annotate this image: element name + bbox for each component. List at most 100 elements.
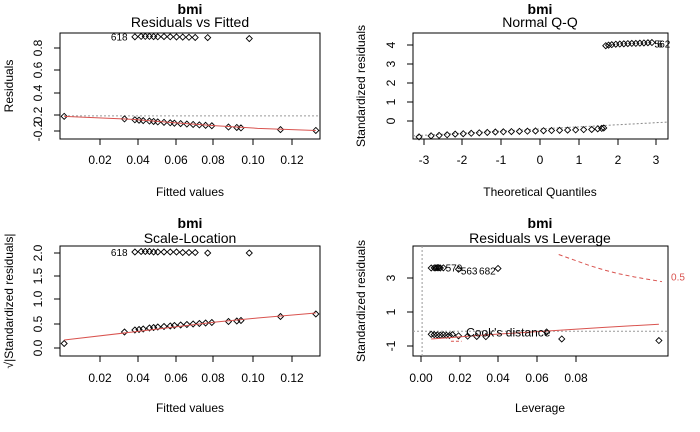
data-point [427, 132, 435, 140]
y-tick-label: 3 [384, 274, 398, 281]
data-point [636, 39, 644, 47]
data-point [620, 40, 628, 48]
qq-reference-line [412, 121, 669, 137]
x-tick-label: 0.06 [164, 153, 188, 167]
data-point [145, 247, 154, 256]
panel-4 [407, 245, 669, 362]
data-point [185, 33, 193, 41]
chart-subtitle: Scale-Location [144, 230, 237, 246]
y-tick-label: 2.0 [31, 244, 45, 261]
data-point [179, 248, 187, 257]
point-label: 682 [479, 266, 496, 277]
data-point [432, 264, 440, 272]
data-point [430, 330, 438, 339]
x-tick-label: 0.12 [280, 371, 304, 385]
x-tick-label: 1 [576, 153, 583, 167]
data-point [154, 33, 162, 41]
x-tick-label: 0.02 [88, 153, 112, 167]
data-point [185, 248, 193, 257]
x-tick-label: 0.02 [448, 371, 472, 385]
data-point [467, 129, 475, 137]
x-tick-label: 0.06 [164, 371, 188, 385]
data-point [555, 126, 564, 134]
data-point [154, 323, 162, 331]
point-label: 618 [111, 248, 128, 259]
data-point [435, 131, 443, 140]
data-point [60, 339, 68, 348]
data-point [655, 336, 663, 345]
point-label: 579 [446, 263, 463, 274]
x-axis-label: Fitted values [156, 401, 224, 415]
data-point [60, 112, 68, 120]
data-point [427, 330, 435, 338]
x-tick-label: 0.06 [525, 371, 549, 385]
data-point [483, 128, 491, 137]
y-tick-label: 1.0 [31, 290, 45, 307]
data-point [443, 131, 451, 139]
plot-frame [412, 32, 669, 140]
data-point [624, 39, 632, 48]
data-point [491, 128, 499, 136]
y-axis-label: Standardized residuals [354, 240, 368, 362]
data-point [648, 38, 656, 47]
data-point [464, 332, 472, 340]
data-point [137, 247, 145, 256]
data-point [145, 32, 154, 41]
data-point [179, 33, 187, 41]
y-tick-label: 4 [384, 41, 398, 48]
data-point [120, 328, 129, 336]
x-tick-label: 0.00 [409, 371, 433, 385]
data-point [602, 42, 610, 50]
plot-frame [59, 245, 321, 357]
x-tick-label: -1 [496, 153, 507, 167]
smoother-line [431, 323, 659, 340]
y-tick-label: 0 [384, 117, 398, 124]
y-tick-label: 3 [384, 60, 398, 67]
data-point [160, 32, 168, 41]
x-tick-label: 3 [653, 153, 660, 167]
y-tick-label: 0.8 [31, 39, 45, 56]
data-point [204, 249, 212, 257]
x-axis-label: Fitted values [156, 185, 224, 199]
chart-subtitle: Normal Q-Q [502, 14, 578, 30]
data-point [208, 122, 216, 130]
chart-title: bmi [528, 215, 553, 231]
chart-title: bmi [528, 1, 553, 17]
chart-subtitle: Residuals vs Fitted [131, 14, 249, 30]
data-point [160, 322, 168, 331]
y-tick-label: 2 [384, 79, 398, 86]
y-tick-label: 0.5 [31, 315, 45, 332]
chart-subtitle: Residuals vs Leverage [469, 230, 611, 246]
data-point [183, 320, 191, 329]
data-point [191, 248, 199, 257]
data-point [312, 310, 320, 318]
data-point [245, 249, 253, 257]
y-axis-label: Standardized residuals [354, 25, 368, 147]
panel-3 [54, 245, 321, 362]
data-point [137, 32, 145, 41]
data-point [451, 130, 459, 138]
data-point [149, 32, 158, 41]
data-point [459, 130, 467, 138]
data-point [628, 39, 636, 48]
data-point [531, 127, 540, 135]
data-point [154, 248, 162, 256]
data-point [640, 39, 648, 47]
data-point [245, 34, 253, 43]
data-point [435, 264, 443, 272]
y-tick-label: 1 [384, 98, 398, 105]
data-point [141, 247, 149, 256]
data-point [558, 335, 566, 343]
chart-title: bmi [178, 1, 203, 17]
data-point [208, 318, 216, 327]
smoother-line [64, 115, 316, 131]
data-point [475, 129, 483, 137]
data-point [539, 127, 548, 135]
data-point [433, 264, 441, 272]
point-label: 618 [111, 32, 128, 43]
plot-frame [59, 32, 321, 140]
data-point [172, 33, 181, 41]
data-point [588, 125, 596, 134]
x-tick-label: 0.04 [486, 371, 510, 385]
plot-frame [412, 245, 669, 357]
